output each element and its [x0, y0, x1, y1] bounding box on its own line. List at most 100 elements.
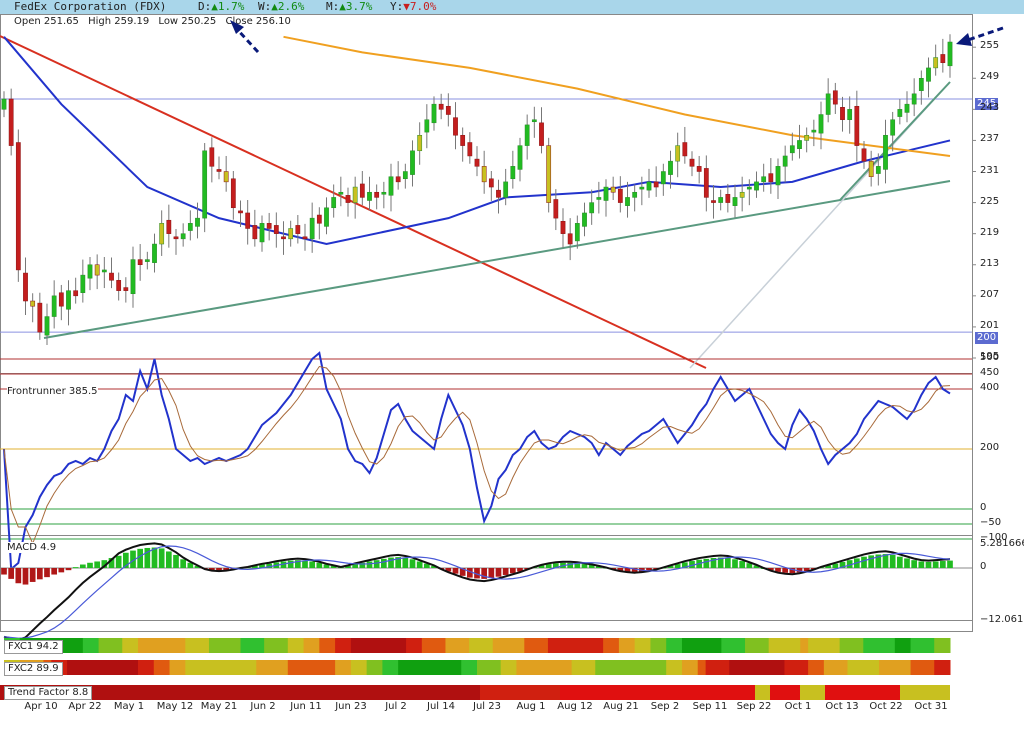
candle-body — [388, 176, 394, 196]
candle-body — [617, 188, 623, 203]
macd-histogram-bar — [882, 554, 889, 568]
fxc2-heat-cell — [666, 660, 675, 675]
fxc1-heat-cell — [650, 638, 659, 653]
candle-body — [331, 197, 337, 209]
fxc1-heat-cell — [216, 638, 226, 653]
macd-y-tick-max: 5.281666 — [980, 538, 1024, 549]
fxc1-heat-cell — [421, 638, 431, 653]
fxc2-heat-cell — [697, 660, 707, 675]
candle-body — [582, 212, 587, 227]
macd-histogram-bar — [29, 568, 36, 582]
candle-body — [288, 228, 294, 240]
fxc2-heat-cell — [153, 660, 163, 675]
candle-body — [524, 124, 530, 146]
candle-body — [488, 178, 494, 188]
price-y-tick-label: 201 — [980, 319, 1000, 331]
macd-histogram-bar — [868, 555, 875, 568]
candle-body — [840, 107, 845, 120]
macd-histogram-bar — [8, 568, 15, 579]
macd-histogram-bar — [452, 568, 459, 574]
fxc1-heat-cell — [729, 638, 738, 653]
macd-histogram-bar — [517, 568, 523, 572]
macd-histogram-bar — [796, 568, 803, 573]
candle-body — [897, 109, 903, 117]
fxc1-heat-cell — [287, 638, 297, 653]
macd-histogram-bar — [896, 556, 903, 568]
fxc1-heat-cell — [910, 638, 919, 653]
macd-histogram-bar — [15, 568, 22, 584]
candle-body — [359, 183, 365, 198]
macd-histogram-bar — [130, 550, 136, 568]
macd-histogram-bar — [259, 564, 265, 568]
macd-histogram-bar — [595, 566, 602, 568]
fxc2-heat-cell — [421, 660, 431, 675]
macd-histogram-bar — [509, 568, 516, 574]
fxc2-heat-cell — [792, 660, 801, 675]
arrow-head-right — [956, 33, 972, 46]
candle-body — [395, 176, 401, 183]
macd-histogram-bar — [194, 565, 201, 568]
fxc2-heat-cell — [571, 660, 580, 675]
fxc2-heat-cell — [831, 660, 841, 675]
candle-body — [445, 105, 451, 115]
fxc1-heat-cell — [532, 638, 541, 653]
candle-body — [352, 186, 358, 203]
fxc2-heat-cell — [287, 660, 297, 675]
macd-histogram-bar — [302, 560, 308, 568]
candle-body — [309, 217, 315, 240]
candle-body — [123, 287, 129, 291]
candle-body — [904, 103, 910, 113]
fxc1-heat-cell — [571, 638, 580, 653]
macd-histogram-bar — [739, 561, 746, 568]
fxc2-heat-cell — [256, 660, 265, 675]
candle-body — [531, 119, 537, 123]
x-axis-date-label: Oct 22 — [869, 701, 903, 712]
price-y-tick-label: 255 — [980, 40, 1000, 52]
candle-body — [80, 274, 86, 293]
candle-body — [166, 219, 172, 234]
price-y-tick-label: 219 — [980, 226, 1000, 238]
fxc2-heat-cell — [264, 660, 273, 675]
macd-y-tick-min: −12.06112 — [980, 613, 1024, 625]
fxc2-heat-cell — [823, 660, 833, 675]
macd-histogram-bar — [280, 561, 287, 568]
fxc1-heat-cell — [595, 638, 604, 653]
macd-histogram-bar — [36, 568, 43, 580]
fxc1-heat-cell — [800, 638, 809, 653]
fxc2-heat-cell — [272, 660, 281, 675]
candle-body — [940, 54, 946, 63]
fxc2-heat-cell — [516, 660, 525, 675]
fxc1-heat-cell — [752, 638, 762, 653]
macd-histogram-bar — [122, 552, 129, 568]
fxc2-heat-cell — [90, 660, 100, 675]
fxc1-label: FXC1 94.2 — [4, 640, 63, 654]
candle-body — [202, 150, 208, 219]
fxc1-heat-cell — [540, 638, 549, 653]
fxc1-heat-cell — [90, 638, 100, 653]
fxc1-heat-cell — [374, 638, 383, 653]
macd-histogram-bar — [173, 554, 179, 568]
fxc1-heat-cell — [831, 638, 841, 653]
fxc2-heat-cell — [524, 660, 533, 675]
fxc2-heat-cell — [674, 660, 683, 675]
price-y-tick-label: 243 — [980, 102, 1000, 114]
fxc1-heat-cell — [153, 638, 163, 653]
macd-histogram-bar — [65, 568, 72, 571]
x-axis-date-label: Jun 23 — [335, 701, 367, 712]
fxc1-heat-cell — [879, 638, 888, 653]
fxc1-heat-cell — [902, 638, 912, 653]
fxc1-heat-cell — [745, 638, 754, 653]
fxc1-heat-cell — [508, 638, 517, 653]
x-axis-date-label: May 21 — [200, 701, 238, 712]
trend-factor-cell — [480, 685, 560, 700]
candle-body — [216, 169, 222, 172]
macd-histogram-bar — [466, 568, 473, 578]
macd-histogram-bar — [108, 557, 115, 568]
fxc1-heat-cell — [74, 638, 84, 653]
fxc1-heat-cell — [713, 638, 722, 653]
fxc2-heat-cell — [477, 660, 486, 675]
candle-body — [675, 145, 681, 162]
candle-body — [754, 181, 759, 191]
candle-body — [875, 166, 881, 174]
